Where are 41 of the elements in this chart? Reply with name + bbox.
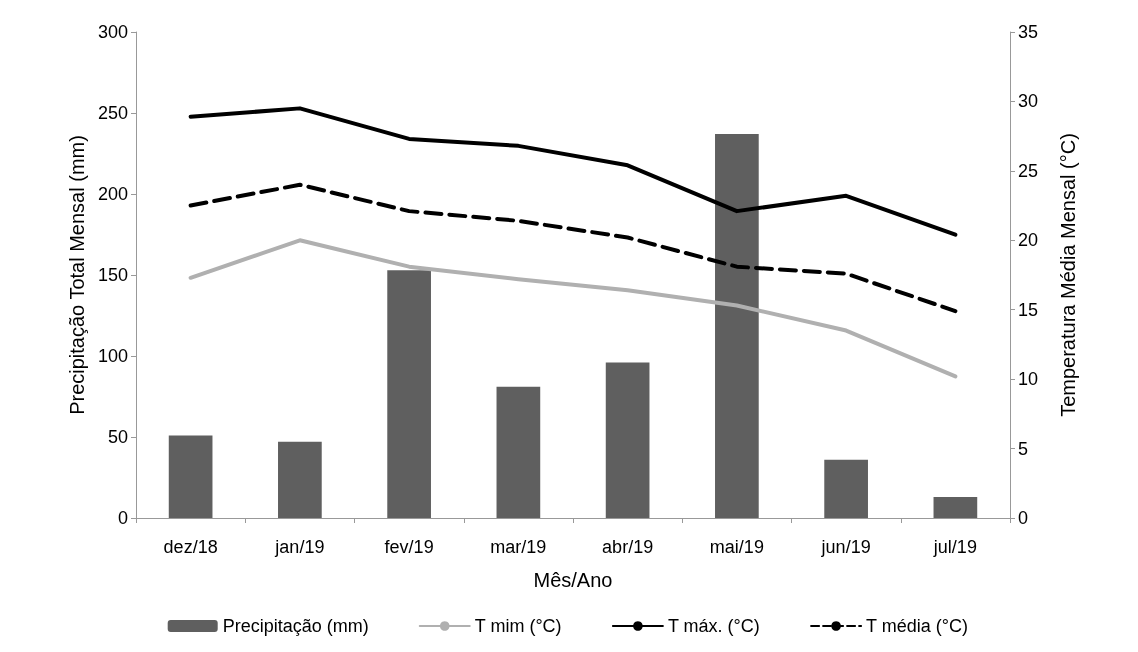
y-tick-label: 300: [97, 22, 128, 42]
y2-tick-label: 10: [1018, 369, 1039, 390]
bar: [496, 386, 541, 518]
y2-tick-label: 5: [1018, 438, 1029, 459]
bar: [168, 435, 213, 518]
line-series: [188, 238, 958, 379]
x-tick-label: jan/19: [274, 537, 325, 557]
bar: [605, 362, 650, 518]
y-axis-title: Precipitação Total Mensal (mm): [66, 135, 89, 415]
y-tick-label: 0: [117, 508, 128, 528]
x-tick-label: mai/19: [709, 537, 764, 557]
y2-tick-label: 15: [1018, 299, 1039, 320]
x-tick-label: jul/19: [932, 537, 977, 557]
x-tick-label: fev/19: [384, 537, 434, 557]
legend-label: T média (°C): [866, 616, 968, 636]
legend-label: T mim (°C): [474, 616, 562, 636]
bar: [824, 459, 868, 518]
x-tick-label: dez/18: [163, 537, 218, 557]
y2-tick-label: 30: [1018, 91, 1039, 112]
bar: [387, 270, 431, 518]
legend-label: Precipitação (mm): [222, 616, 369, 636]
y2-tick-label: 25: [1018, 160, 1039, 181]
y2-tick-label: 35: [1018, 22, 1039, 42]
y-tick-label: 150: [97, 265, 128, 285]
y-tick-label: 250: [97, 103, 128, 123]
x-axis-title: Mês/Ano: [533, 569, 613, 591]
bar: [933, 496, 978, 518]
y2-axis-title: Temperatura Média Mensal (°C): [1057, 133, 1079, 417]
y2-tick-label: 20: [1018, 230, 1039, 251]
line-series: [188, 182, 958, 314]
x-tick-label: jun/19: [820, 537, 871, 557]
y2-tick-label: 0: [1018, 508, 1029, 528]
x-tick-label: mar/19: [490, 537, 547, 557]
line-series: [188, 106, 958, 237]
bar: [715, 134, 759, 518]
legend-label: T máx. (°C): [667, 616, 760, 636]
bar: [278, 441, 322, 518]
y-tick-label: 50: [107, 427, 128, 447]
y-tick-label: 100: [97, 346, 128, 366]
y-tick-label: 200: [97, 184, 128, 204]
x-tick-label: abr/19: [602, 537, 654, 557]
